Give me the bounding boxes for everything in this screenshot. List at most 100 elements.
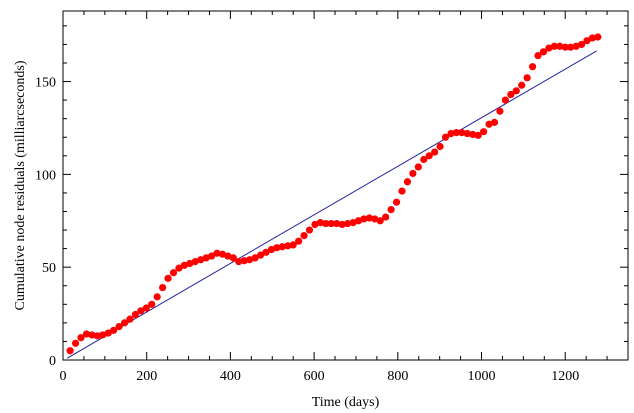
x-axis-ticks: 0 200 400 600 800 1000 1200 <box>60 11 629 384</box>
data-point <box>186 259 194 268</box>
data-point <box>588 34 597 42</box>
data-point <box>229 254 237 262</box>
data-point <box>126 315 134 323</box>
data-point <box>251 254 259 262</box>
data-point <box>202 254 210 262</box>
data-point <box>567 43 575 51</box>
data-point <box>104 329 112 337</box>
y-axis-title: Cumulative node residuals (milliarcsecon… <box>13 60 28 310</box>
data-point <box>77 334 85 342</box>
data-point <box>583 37 591 45</box>
data-point <box>480 128 488 136</box>
data-point <box>539 48 548 56</box>
data-point <box>240 257 248 265</box>
y-tick-label: 0 <box>49 354 56 369</box>
data-point <box>191 258 199 266</box>
data-point <box>322 219 330 228</box>
data-point <box>403 178 412 186</box>
data-point <box>284 242 292 250</box>
data-point <box>142 304 150 312</box>
y-tick-label: 100 <box>35 168 56 183</box>
x-tick-label: 200 <box>136 369 157 384</box>
data-point <box>528 63 537 71</box>
data-point <box>398 187 406 195</box>
data-point <box>305 226 314 234</box>
data-point <box>267 245 276 254</box>
x-tick-label: 600 <box>304 369 325 384</box>
data-point <box>82 330 91 338</box>
data-point <box>262 248 270 256</box>
x-tick-label: 800 <box>387 369 408 384</box>
data-point <box>414 163 422 171</box>
data-point <box>577 40 586 49</box>
data-point <box>327 219 335 228</box>
data-point <box>431 148 439 156</box>
data-point <box>311 220 319 229</box>
data-point <box>425 152 433 160</box>
data-point <box>88 331 96 339</box>
data-point <box>496 107 504 115</box>
data-point <box>99 331 107 339</box>
data-point <box>387 206 395 214</box>
data-point <box>120 319 129 327</box>
data-point <box>507 90 515 99</box>
data-point <box>213 249 221 257</box>
data-point <box>218 250 227 258</box>
x-tick-label: 1200 <box>551 369 579 384</box>
data-point <box>545 44 553 52</box>
data-point <box>295 237 303 245</box>
data-point <box>447 129 455 138</box>
data-point <box>360 215 368 223</box>
data-point <box>153 293 161 301</box>
data-point <box>131 310 140 319</box>
data-point <box>392 198 401 206</box>
data-point <box>436 142 444 151</box>
data-point <box>561 43 569 51</box>
data-point <box>148 300 156 308</box>
data-point <box>66 347 74 355</box>
data-point <box>289 241 297 249</box>
data-point <box>235 258 243 266</box>
data-point <box>207 252 216 260</box>
data-point <box>518 81 526 89</box>
data-point <box>534 51 542 60</box>
data-point <box>256 251 265 259</box>
data-point <box>246 256 254 264</box>
x-tick-label: 0 <box>60 369 67 384</box>
y-tick-label: 150 <box>35 76 56 91</box>
data-point <box>338 220 346 229</box>
data-point <box>175 264 183 272</box>
x-tick-label: 400 <box>220 369 241 384</box>
data-point <box>71 339 80 347</box>
data-point <box>180 261 188 269</box>
data-point <box>333 219 341 228</box>
data-point <box>550 42 558 50</box>
data-point <box>316 219 324 227</box>
data-point <box>300 232 308 240</box>
data-point <box>485 120 493 128</box>
data-point <box>115 322 123 331</box>
data-point <box>159 284 167 292</box>
data-point <box>365 214 373 222</box>
fit-line <box>66 50 597 359</box>
data-point <box>490 118 499 126</box>
data-point <box>463 129 471 138</box>
data-points <box>66 33 602 355</box>
data-point <box>224 252 232 260</box>
data-point <box>474 131 482 139</box>
y-axis-ticks: 0 50 100 150 <box>35 25 628 369</box>
data-point <box>382 213 390 221</box>
data-point <box>469 130 477 139</box>
data-point <box>572 42 580 50</box>
data-point <box>349 219 357 227</box>
data-point <box>371 215 379 223</box>
data-point <box>93 332 101 340</box>
data-point <box>197 256 205 264</box>
data-point <box>452 128 461 137</box>
data-point <box>110 326 118 334</box>
data-point <box>512 87 520 95</box>
data-point <box>376 217 384 225</box>
data-point <box>501 96 509 104</box>
data-point <box>169 269 178 277</box>
